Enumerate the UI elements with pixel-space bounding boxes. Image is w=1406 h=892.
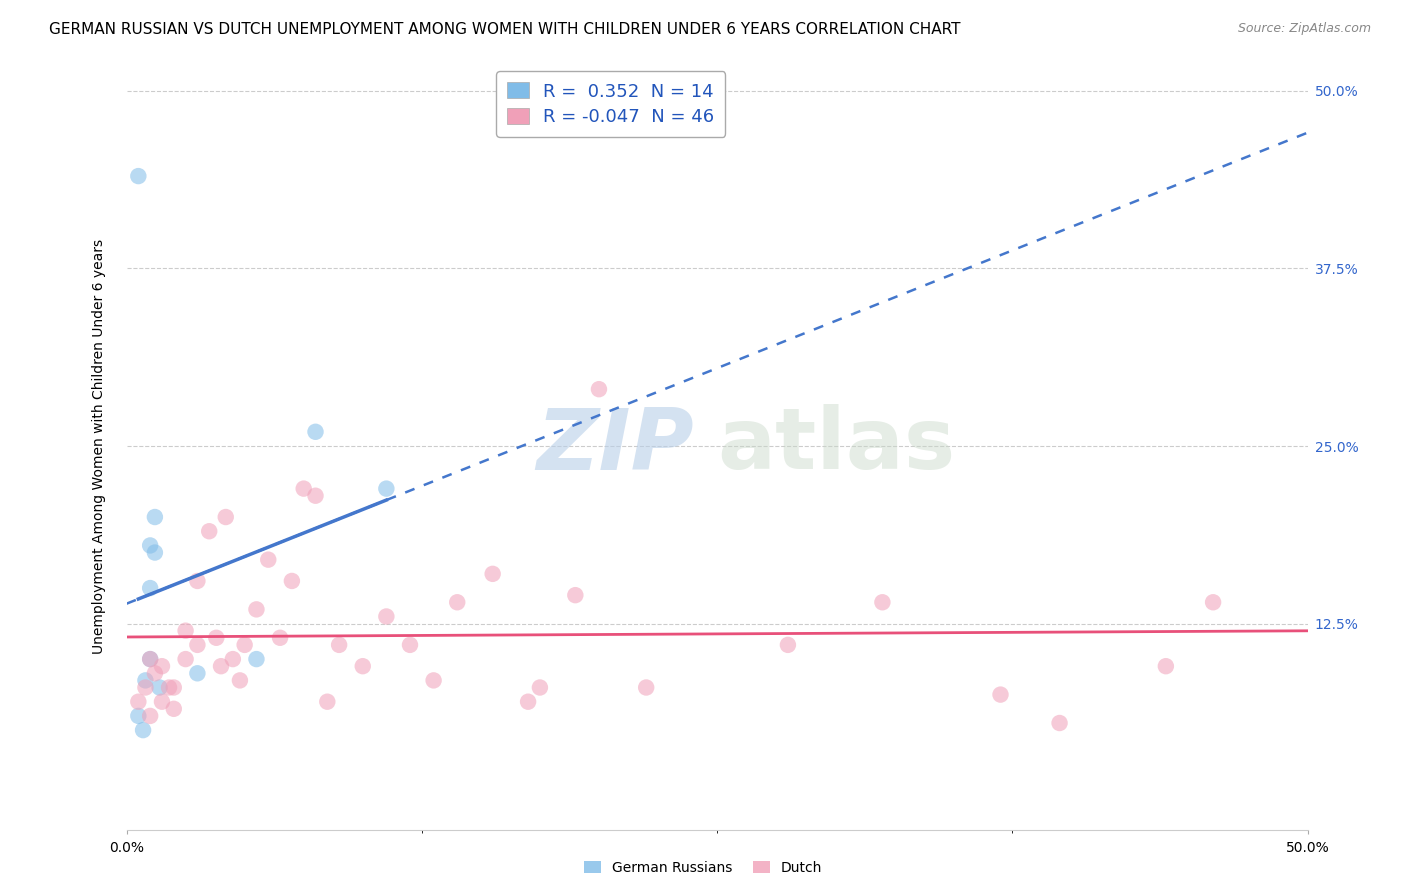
Point — [186, 666, 208, 681]
Legend: R =  0.352  N = 14, R = -0.047  N = 46: R = 0.352 N = 14, R = -0.047 N = 46 — [496, 71, 725, 136]
Point — [149, 681, 172, 695]
Point — [186, 574, 208, 588]
Point — [269, 631, 291, 645]
Point — [352, 659, 374, 673]
Point — [205, 631, 228, 645]
Text: Source: ZipAtlas.com: Source: ZipAtlas.com — [1237, 22, 1371, 36]
Point — [139, 581, 162, 595]
Point — [198, 524, 221, 539]
Text: ZIP: ZIP — [536, 404, 693, 488]
Legend: German Russians, Dutch: German Russians, Dutch — [578, 855, 828, 880]
Point — [872, 595, 894, 609]
Point — [143, 666, 166, 681]
Point — [139, 538, 162, 552]
Point — [257, 552, 280, 566]
Point — [399, 638, 422, 652]
Point — [222, 652, 245, 666]
Point — [422, 673, 444, 688]
Y-axis label: Unemployment Among Women with Children Under 6 years: Unemployment Among Women with Children U… — [91, 238, 105, 654]
Point — [292, 482, 315, 496]
Point — [375, 609, 398, 624]
Point — [139, 652, 162, 666]
Point — [776, 638, 799, 652]
Point — [143, 510, 166, 524]
Point — [186, 638, 208, 652]
Point — [1202, 595, 1225, 609]
Point — [127, 695, 149, 709]
Point — [481, 566, 503, 581]
Point — [132, 723, 155, 738]
Point — [990, 688, 1012, 702]
Point — [139, 652, 162, 666]
Point — [174, 652, 197, 666]
Point — [529, 681, 551, 695]
Point — [1154, 659, 1177, 673]
Point — [215, 510, 238, 524]
Point — [127, 169, 149, 183]
Point — [245, 602, 267, 616]
Point — [517, 695, 540, 709]
Text: GERMAN RUSSIAN VS DUTCH UNEMPLOYMENT AMONG WOMEN WITH CHILDREN UNDER 6 YEARS COR: GERMAN RUSSIAN VS DUTCH UNEMPLOYMENT AMO… — [49, 22, 960, 37]
Point — [139, 709, 162, 723]
Text: atlas: atlas — [717, 404, 955, 488]
Point — [564, 588, 586, 602]
Point — [375, 482, 398, 496]
Point — [233, 638, 256, 652]
Point — [157, 681, 180, 695]
Point — [229, 673, 252, 688]
Point — [588, 382, 610, 396]
Point — [134, 681, 156, 695]
Point — [163, 681, 186, 695]
Point — [150, 695, 173, 709]
Point — [636, 681, 658, 695]
Point — [174, 624, 197, 638]
Point — [134, 673, 156, 688]
Point — [281, 574, 304, 588]
Point — [446, 595, 468, 609]
Point — [127, 709, 149, 723]
Point — [245, 652, 267, 666]
Point — [163, 702, 186, 716]
Point — [1049, 716, 1071, 731]
Point — [209, 659, 232, 673]
Point — [150, 659, 173, 673]
Point — [316, 695, 339, 709]
Point — [304, 489, 326, 503]
Point — [304, 425, 326, 439]
Point — [143, 545, 166, 559]
Point — [328, 638, 350, 652]
